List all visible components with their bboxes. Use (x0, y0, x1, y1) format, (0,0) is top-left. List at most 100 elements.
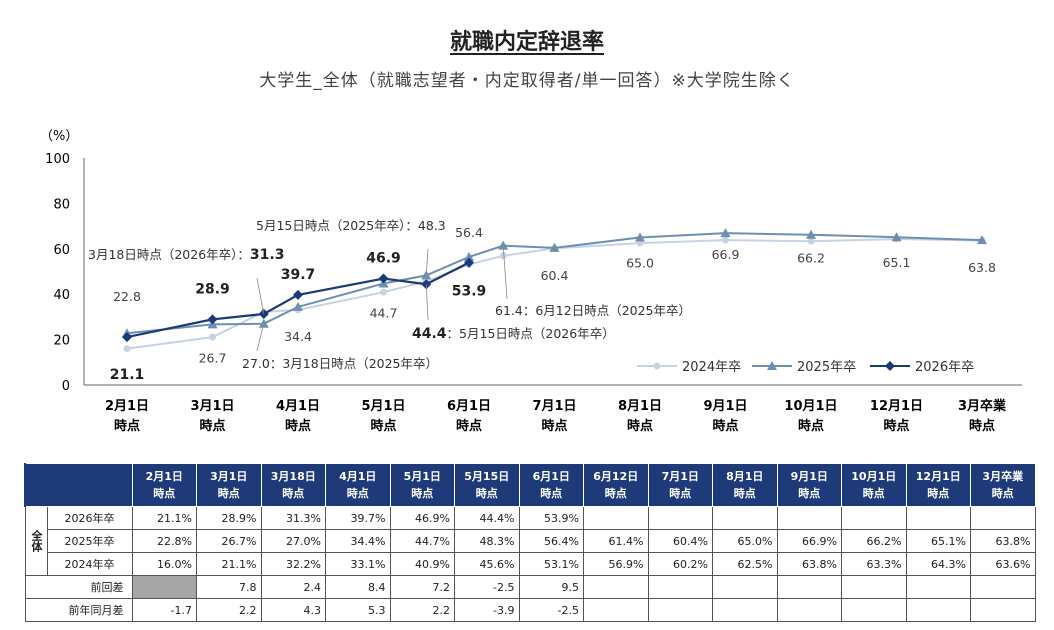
table-cell: 2.2 (196, 598, 262, 622)
line-chart: （%） 0 20 40 60 80 100 2月1日時点 3月1日時点 4月1日時点 5月1日時点 6… (40, 129, 1022, 434)
x-tick-label: 4月1日時点 (276, 399, 320, 434)
data-point (258, 318, 269, 328)
data-point (806, 229, 816, 239)
callout-leader (256, 323, 265, 352)
data-label: 53.9 (452, 284, 487, 300)
data-label: 65.1 (883, 255, 911, 270)
table-cell (583, 575, 649, 599)
legend: 2024年卒 2025年卒 2026年卒 (637, 360, 974, 375)
legend-label: 2024年卒 (682, 360, 741, 375)
table-cell: 60.4% (647, 529, 713, 553)
table-cell (905, 575, 971, 599)
table-cell: 44.7% (389, 529, 455, 553)
callout-label: 27.0：3月18日時点（2025年卒） (242, 356, 438, 371)
table-cell: 66.2% (841, 529, 907, 553)
table-cell (776, 575, 842, 599)
column-header: 3月卒業 時点 (970, 463, 1036, 507)
column-header: 3月1日 時点 (196, 463, 262, 507)
legend-label: 2025年卒 (797, 360, 856, 375)
data-point (807, 237, 815, 245)
callout-leader (425, 284, 429, 321)
data-point (293, 289, 303, 300)
table-cell: 40.9% (389, 552, 455, 576)
table-cell (712, 506, 778, 530)
table-cell: 9.5 (518, 575, 584, 599)
table-cell (712, 598, 778, 622)
table-cell (970, 575, 1036, 599)
column-header: 12月1日 時点 (905, 463, 971, 507)
row-label: 2024年卒 (46, 552, 133, 576)
table-cell: 63.8% (776, 552, 842, 576)
table-cell (647, 598, 713, 622)
table-cell: 65.1% (905, 529, 971, 553)
table-cell: 63.8% (970, 529, 1036, 553)
y-axis-unit-label: （%） (40, 129, 78, 144)
data-point (123, 345, 131, 353)
table-cell (905, 598, 971, 622)
table-cell: 61.4% (583, 529, 649, 553)
table-cell: -2.5 (454, 575, 520, 599)
data-table: 2月1日 時点 3月1日 時点 3月18日 時点 4月1日 時点 5月1日 時点 5月15日 時点 6月… (24, 463, 1036, 622)
table-cell: 32.2% (260, 552, 326, 576)
column-header: 2月1日 時点 (131, 463, 197, 507)
data-point (891, 232, 902, 242)
table-cell: 66.9% (776, 529, 842, 553)
table-row: 2025年卒 22.8% 26.7% 27.0% 34.4% 44.7% 48.3% 56.4… (25, 529, 1036, 553)
column-header: 7月1日 時点 (647, 463, 713, 507)
x-tick-label: 12月1日時点 (870, 399, 923, 434)
table-cell: 28.9% (196, 506, 262, 530)
data-point (209, 333, 216, 341)
column-header: 5月1日 時点 (389, 463, 455, 507)
callout-label: 5月15日時点（2025年卒）：48.3 (256, 218, 446, 233)
y-tick-label: 40 (53, 288, 70, 303)
data-point (207, 314, 218, 325)
data-point (549, 242, 560, 252)
table-cell (841, 506, 907, 530)
x-tick-label: 5月1日時点 (361, 399, 405, 434)
table-cell: 7.8 (196, 575, 262, 599)
data-label: 44.7 (370, 306, 398, 321)
table-cell: 56.9% (583, 552, 649, 576)
data-label: 65.0 (626, 255, 654, 270)
y-tick-label: 80 (53, 197, 70, 212)
data-point (499, 252, 507, 260)
table-cell: 65.0% (712, 529, 778, 553)
table-cell: 21.1% (131, 506, 197, 530)
data-point (977, 235, 987, 245)
data-label: 66.2 (797, 251, 825, 266)
column-header: 5月15日 時点 (454, 463, 520, 507)
table-cell (131, 575, 197, 599)
data-point (464, 251, 474, 261)
table-cell (905, 506, 971, 530)
table-cell (583, 598, 649, 622)
column-header: 4月1日 時点 (325, 463, 391, 507)
data-point (722, 236, 729, 244)
table-cell: 63.3% (841, 552, 907, 576)
table-cell: 8.4 (325, 575, 391, 599)
table-cell: 60.2% (647, 552, 713, 576)
data-label: 66.9 (712, 247, 740, 262)
table-cell: 56.4% (518, 529, 584, 553)
table-cell: 33.1% (325, 552, 391, 576)
table-row: 前年同月差 -1.7 2.2 4.3 5.3 2.2 -3.9 -2.5 (24, 598, 1036, 622)
table-cell (841, 598, 907, 622)
column-header: 3月18日 時点 (260, 463, 326, 507)
data-point (498, 240, 509, 250)
table-cell: -2.5 (518, 598, 584, 622)
table-cell: 63.6% (970, 552, 1036, 576)
table-cell: 5.3 (325, 598, 391, 622)
column-header: 9月1日 時点 (776, 463, 842, 507)
table-cell: 16.0% (131, 552, 197, 576)
series-line (126, 232, 983, 335)
row-label: 前年同月差 (24, 598, 133, 622)
data-label: 21.1 (110, 367, 145, 383)
table-cell (583, 506, 649, 530)
table-cell: 62.5% (712, 552, 778, 576)
data-label: 34.4 (284, 329, 312, 344)
table-cell: 4.3 (260, 598, 326, 622)
data-point (720, 228, 731, 238)
data-point (635, 232, 645, 242)
table-cell: 53.1% (518, 552, 584, 576)
x-tick-label: 7月1日時点 (532, 399, 576, 434)
data-label: 60.4 (541, 268, 569, 283)
